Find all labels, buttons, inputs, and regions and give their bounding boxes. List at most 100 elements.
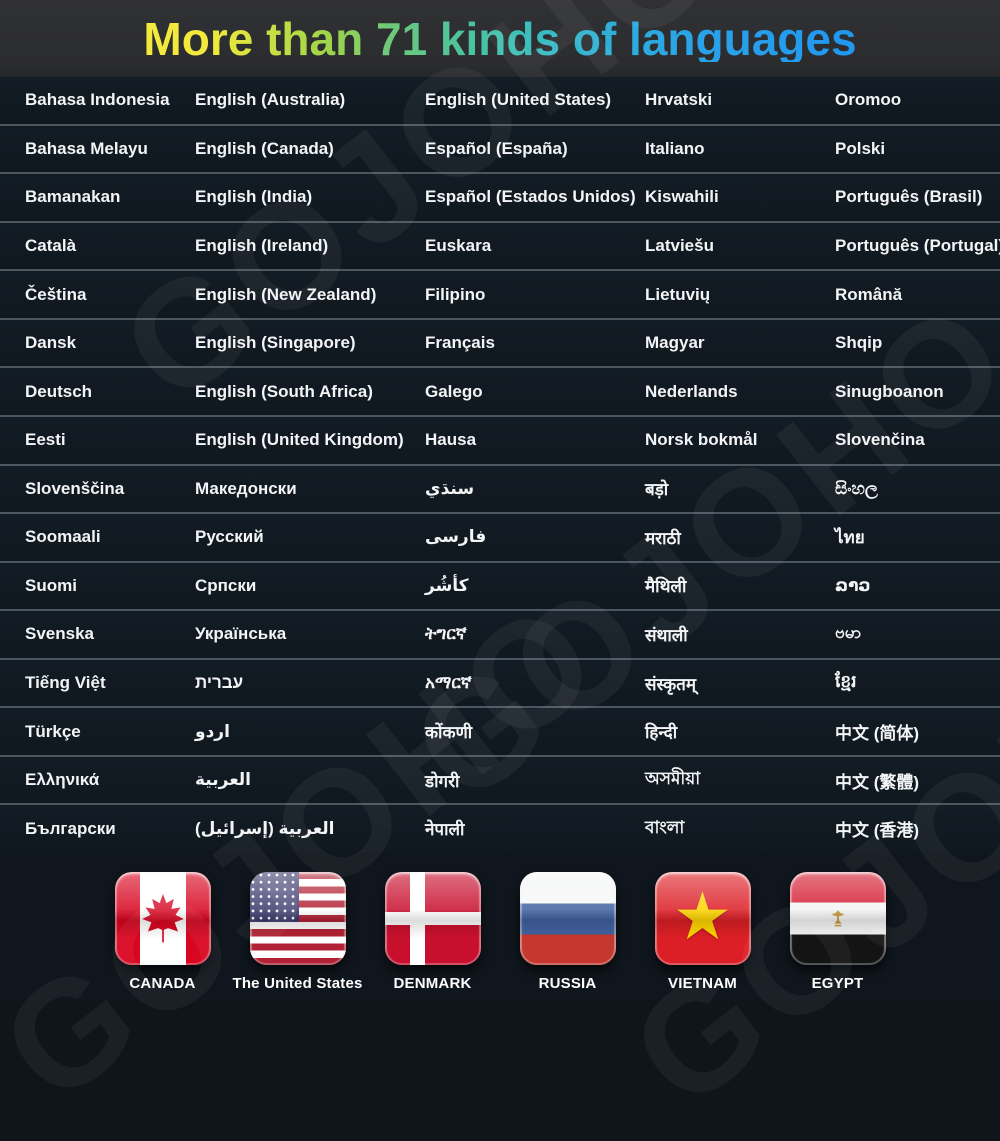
flag-item-denmark: DENMARK: [384, 872, 481, 1000]
language-cell[interactable]: English (Australia): [195, 90, 346, 110]
language-cell[interactable]: मैथिली: [645, 577, 687, 597]
language-cell[interactable]: Dansk: [25, 333, 77, 353]
language-cell[interactable]: Suomi: [25, 575, 77, 595]
language-cell[interactable]: संथाली: [645, 625, 688, 645]
language-cell[interactable]: English (Singapore): [195, 333, 356, 353]
language-cell[interactable]: Sinugboanon: [835, 381, 944, 401]
language-cell[interactable]: Tiếng Việt: [25, 673, 106, 693]
language-cell[interactable]: English (United States): [425, 90, 612, 110]
usa-flag-button[interactable]: [249, 872, 346, 965]
table-row: Čeština English (New Zealand) Filipino L…: [0, 269, 1000, 318]
language-cell[interactable]: Shqip: [835, 333, 883, 353]
language-cell[interactable]: संस्कृतम्: [645, 674, 697, 694]
language-cell[interactable]: Slovenščina: [25, 478, 125, 498]
table-row: Bahasa Melayu English (Canada) Español (…: [0, 123, 1000, 173]
language-cell[interactable]: Latviešu: [645, 235, 714, 255]
language-cell[interactable]: Català: [25, 235, 77, 255]
language-cell[interactable]: Magyar: [645, 333, 705, 353]
language-cell[interactable]: Español (España): [425, 138, 568, 158]
language-cell[interactable]: Galego: [425, 381, 483, 401]
language-cell[interactable]: Bahasa Melayu: [25, 138, 148, 158]
language-cell[interactable]: ខ្មែរ: [835, 671, 857, 691]
language-cell[interactable]: Hrvatski: [645, 90, 713, 110]
language-cell[interactable]: Español (Estados Unidos): [425, 187, 636, 207]
language-cell[interactable]: Hausa: [425, 430, 477, 450]
language-cell[interactable]: English (India): [195, 187, 313, 207]
denmark-flag-button[interactable]: [384, 872, 481, 965]
language-cell[interactable]: Bamanakan: [25, 187, 121, 207]
table-row: Tiếng Việt עברית አማርኛ संस्कृतम् ខ្មែរ: [0, 657, 1000, 707]
flag-label: The United States: [232, 975, 363, 992]
language-cell[interactable]: Norsk bokmål: [645, 430, 758, 450]
vietnam-flag-button[interactable]: ★: [654, 872, 751, 965]
language-cell[interactable]: አማርኛ: [425, 673, 472, 693]
language-cell[interactable]: Türkçe: [25, 721, 81, 741]
language-cell[interactable]: Kiswahili: [645, 187, 719, 207]
language-cell[interactable]: كأشُر: [425, 575, 469, 595]
language-cell[interactable]: Polski: [835, 138, 886, 158]
language-cell[interactable]: Български: [25, 818, 116, 838]
canada-flag-button[interactable]: [114, 872, 211, 965]
language-cell[interactable]: कोंकणी: [425, 723, 473, 743]
language-cell[interactable]: 中文 (简体): [835, 724, 920, 744]
header-banner: More than 71 kinds of languages: [0, 0, 1000, 77]
language-cell[interactable]: मराठी: [645, 528, 681, 548]
language-cell[interactable]: हिन्दी: [645, 723, 678, 743]
language-cell[interactable]: Euskara: [425, 235, 492, 255]
language-cell[interactable]: English (Canada): [195, 138, 334, 158]
language-cell[interactable]: Deutsch: [25, 381, 93, 401]
language-cell[interactable]: සිංහල: [835, 478, 878, 498]
language-cell[interactable]: עברית: [195, 673, 244, 693]
page-title: More than 71 kinds of languages: [143, 12, 857, 65]
language-cell[interactable]: Српски: [195, 575, 257, 595]
language-cell[interactable]: English (Ireland): [195, 235, 329, 255]
language-cell[interactable]: Svenska: [25, 624, 94, 644]
language-cell[interactable]: اردو: [195, 721, 230, 741]
language-cell[interactable]: فارسی: [425, 527, 487, 547]
language-cell[interactable]: डोगरी: [425, 771, 460, 791]
language-cell[interactable]: नेपाली: [425, 820, 465, 840]
language-cell[interactable]: Português (Brasil): [835, 187, 983, 207]
flag-item-usa: The United States: [232, 872, 362, 1000]
language-cell[interactable]: বাংলা: [645, 817, 685, 837]
language-cell[interactable]: Русский: [195, 527, 264, 547]
language-cell[interactable]: Bahasa Indonesia: [25, 90, 170, 110]
flag-label: CANADA: [129, 975, 196, 992]
language-cell[interactable]: ဗမာ: [835, 622, 862, 642]
language-cell[interactable]: ไทย: [835, 527, 865, 547]
language-cell[interactable]: Nederlands: [645, 381, 738, 401]
language-cell[interactable]: Македонски: [195, 478, 297, 498]
language-cell[interactable]: سنڌي: [425, 478, 475, 498]
language-cell[interactable]: English (United Kingdom): [195, 430, 404, 450]
language-cell[interactable]: Português (Portugal): [835, 235, 1000, 255]
egypt-flag-button[interactable]: [789, 872, 886, 965]
language-cell[interactable]: ትግርኛ: [425, 624, 467, 644]
language-cell[interactable]: 中文 (繁體): [835, 772, 920, 792]
language-cell[interactable]: العربية: [195, 770, 252, 790]
language-cell[interactable]: Українська: [195, 624, 287, 644]
language-cell[interactable]: ລາວ: [835, 575, 871, 595]
russia-flag-button[interactable]: [519, 872, 616, 965]
language-cell[interactable]: Čeština: [25, 284, 87, 304]
language-cell[interactable]: অসমীয়া: [645, 769, 701, 789]
language-cell[interactable]: Soomaali: [25, 527, 101, 547]
language-cell[interactable]: बड़ो: [645, 480, 669, 500]
language-cell[interactable]: Filipino: [425, 284, 486, 304]
stars-canton: [249, 872, 300, 923]
language-cell[interactable]: Eesti: [25, 430, 66, 450]
language-cell[interactable]: Oromoo: [835, 90, 902, 110]
language-cell[interactable]: Français: [425, 333, 495, 353]
language-cell[interactable]: 中文 (香港): [835, 821, 920, 841]
table-row: Türkçe اردو कोंकणी हिन्दी 中文 (简体): [0, 706, 1000, 755]
language-cell[interactable]: English (New Zealand): [195, 284, 377, 304]
language-cell[interactable]: Italiano: [645, 138, 705, 158]
language-cell[interactable]: Slovenčina: [835, 430, 925, 450]
table-row: Svenska Українська ትግርኛ संथाली ဗမာ: [0, 609, 1000, 658]
language-cell[interactable]: Română: [835, 284, 903, 304]
language-cell[interactable]: Ελληνικά: [25, 770, 100, 790]
table-row: Bamanakan English (India) Español (Estad…: [0, 172, 1000, 221]
language-cell[interactable]: Lietuvių: [645, 284, 711, 304]
language-cell[interactable]: English (South Africa): [195, 381, 373, 401]
language-cell[interactable]: العربية (إسرائيل): [195, 818, 335, 838]
table-row: Български العربية (إسرائيل) नेपाली বাংলা…: [0, 803, 1000, 852]
